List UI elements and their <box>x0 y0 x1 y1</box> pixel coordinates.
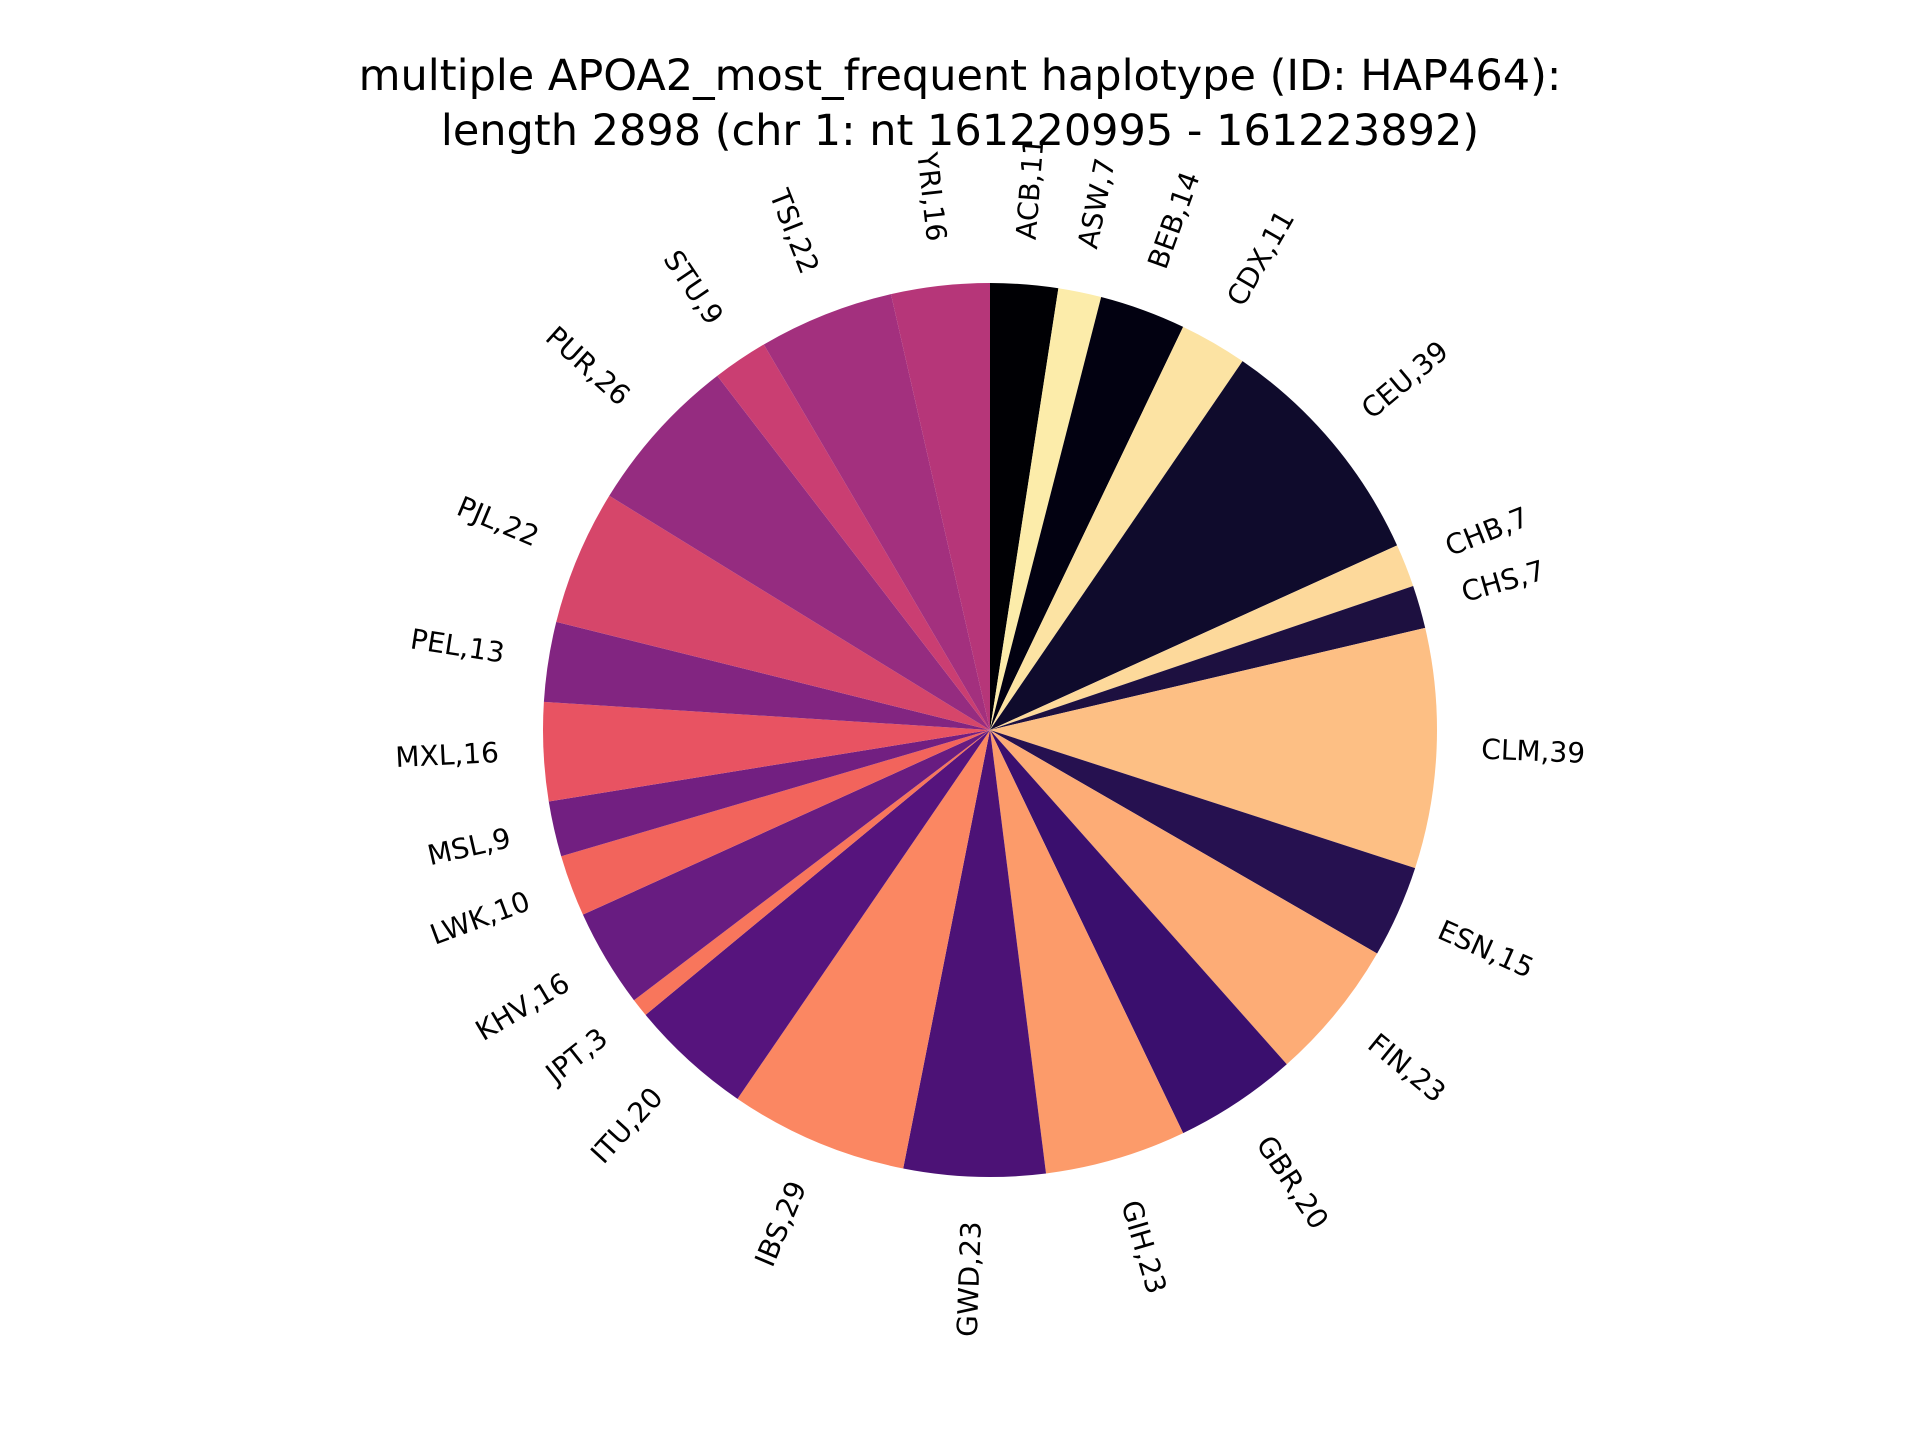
slice-label-chs: CHS,7 <box>1458 554 1549 609</box>
slice-label-itu: ITU,20 <box>584 1081 669 1170</box>
slice-label-msl: MSL,9 <box>424 821 513 872</box>
slice-label-khv: KHV,16 <box>470 966 575 1047</box>
pie-slice-lwk <box>561 730 990 915</box>
pie-slice-gbr <box>990 730 1287 1134</box>
slice-label-jpt: JPT,3 <box>538 1021 614 1091</box>
chart-title-line-1: multiple APOA2_most_frequent haplotype (… <box>358 51 1562 101</box>
pie-slice-beb <box>990 297 1184 730</box>
pie-slice-khv <box>582 730 990 1001</box>
pie-slice-clm <box>990 627 1437 869</box>
slice-label-clm: CLM,39 <box>1481 733 1586 770</box>
slice-label-cdx: CDX,11 <box>1220 204 1301 311</box>
slice-label-chb: CHB,7 <box>1441 500 1534 563</box>
pie-slice-pjl <box>556 495 990 730</box>
pie-slice-mxl <box>543 701 990 802</box>
pie-slice-asw <box>990 288 1102 730</box>
pie-slice-ceu <box>990 361 1398 730</box>
pie-slice-tsi <box>763 294 990 730</box>
slice-label-gwd: GWD,23 <box>951 1221 988 1338</box>
slice-label-stu: STU,9 <box>657 244 730 331</box>
chart-title-line-2: length 2898 (chr 1: nt 161220995 - 16122… <box>440 106 1480 156</box>
pie-slice-gih <box>990 730 1184 1174</box>
slice-label-esn: ESN,15 <box>1433 914 1539 985</box>
pie-slice-esn <box>990 730 1416 954</box>
pie-slice-itu <box>645 730 990 1099</box>
slice-label-gih: GIH,23 <box>1114 1197 1173 1298</box>
slice-label-ibs: IBS,29 <box>748 1176 813 1271</box>
pie-slice-fin <box>990 730 1378 1065</box>
pie-slice-pel <box>543 621 990 730</box>
slice-label-tsi: TSI,22 <box>762 184 825 279</box>
slice-label-pjl: PJL,22 <box>452 490 543 553</box>
pie-slice-ibs <box>737 730 990 1169</box>
slice-label-beb: BEB,14 <box>1141 167 1206 273</box>
slice-label-mxl: MXL,16 <box>395 736 500 774</box>
slice-label-gbr: GBR,20 <box>1250 1130 1336 1236</box>
pie-slice-msl <box>548 730 990 857</box>
slice-label-fin: FIN,23 <box>1362 1027 1452 1109</box>
slice-label-lwk: LWK,10 <box>426 885 535 952</box>
pie-slice-pur <box>609 375 990 730</box>
pie-slice-yri <box>890 283 990 730</box>
slice-label-ceu: CEU,39 <box>1355 334 1455 425</box>
pie-slice-chb <box>990 545 1414 730</box>
pie-slice-acb <box>990 283 1059 730</box>
pie-slice-gwd <box>903 730 1047 1177</box>
pie-slice-jpt <box>633 730 990 1015</box>
pie-slice-chs <box>990 585 1426 730</box>
pie-slice-stu <box>717 344 990 730</box>
slice-label-pur: PUR,26 <box>539 320 636 412</box>
pie-slice-cdx <box>990 326 1243 730</box>
slice-label-yri: YRI,16 <box>910 150 953 243</box>
slice-label-pel: PEL,13 <box>408 622 507 669</box>
slice-label-acb: ACB,11 <box>1010 137 1051 241</box>
slice-label-asw: ASW,7 <box>1071 155 1122 251</box>
